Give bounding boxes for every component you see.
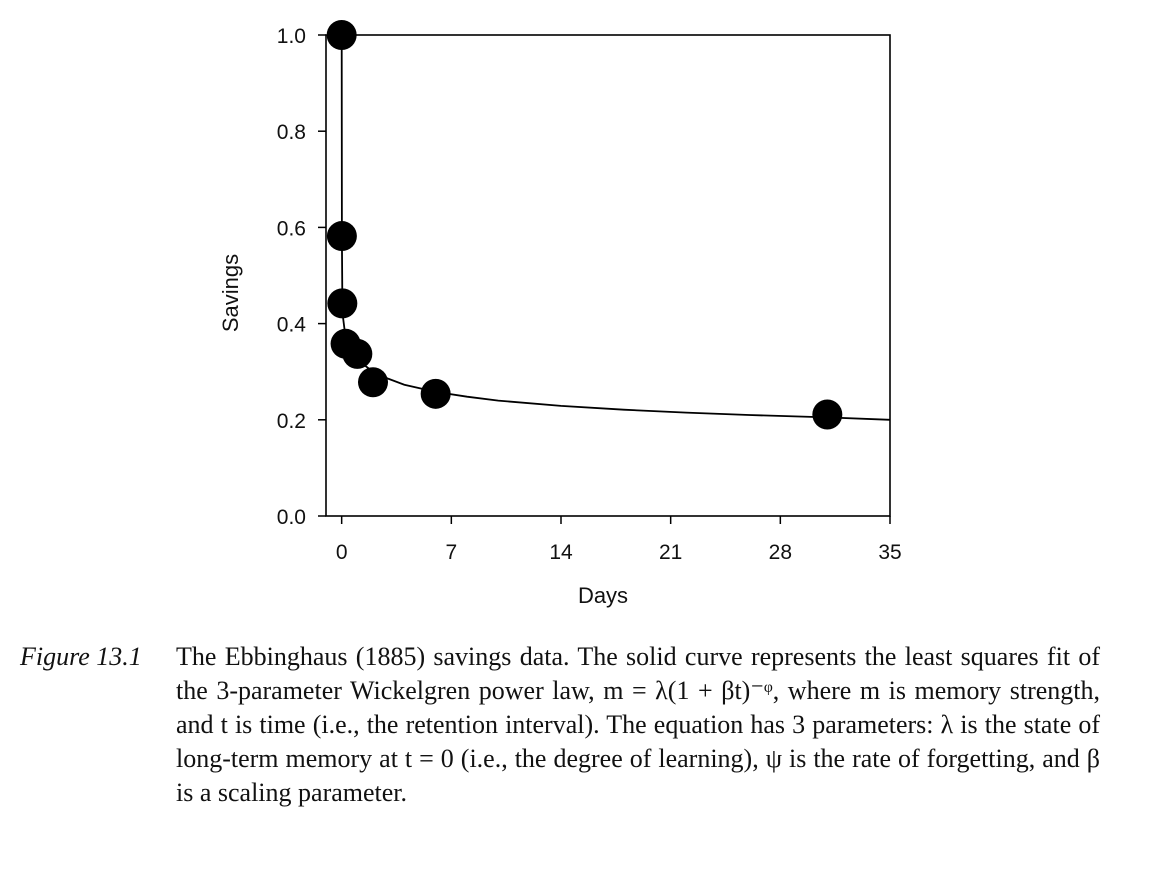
plot-frame: [325, 34, 891, 517]
y-tick-label: 0.0: [277, 506, 306, 529]
figure-label: Figure 13.1: [20, 642, 142, 671]
y-tick-label: 0.2: [277, 410, 306, 433]
data-point: [326, 221, 357, 252]
data-point: [327, 288, 358, 319]
data-point: [358, 367, 388, 398]
y-axis: 0.0 0.2 0.4 0.6 0.8 1.0: [277, 25, 326, 529]
y-tick-label: 1.0: [277, 25, 306, 48]
data-point: [326, 20, 357, 50]
x-axis: 0 7 14 21 28 35: [336, 516, 902, 564]
data-point: [420, 378, 451, 409]
caption-text: The Ebbinghaus (1885) savings data. The …: [176, 642, 1100, 807]
x-tick-label: 7: [445, 541, 457, 564]
figure-caption: Figure 13.1 The Ebbinghaus (1885) saving…: [20, 640, 1100, 810]
y-tick-label: 0.6: [277, 217, 306, 240]
y-axis-title: Savings: [218, 254, 243, 332]
fit-curve: [340, 34, 891, 421]
x-axis-title: Days: [578, 583, 628, 608]
chart: 0.0 0.2 0.4 0.6 0.8 1.0 0 7 14 21 28 35 Days Savin…: [218, 20, 902, 608]
x-tick-label: 35: [878, 541, 901, 564]
data-point: [342, 338, 373, 369]
x-tick-label: 14: [549, 541, 573, 564]
x-tick-label: 21: [659, 541, 682, 564]
data-point: [812, 399, 843, 430]
y-tick-label: 0.8: [277, 121, 306, 144]
x-tick-label: 0: [336, 541, 348, 564]
x-tick-label: 28: [769, 541, 792, 564]
y-tick-label: 0.4: [277, 314, 307, 337]
data-points: [326, 20, 843, 430]
